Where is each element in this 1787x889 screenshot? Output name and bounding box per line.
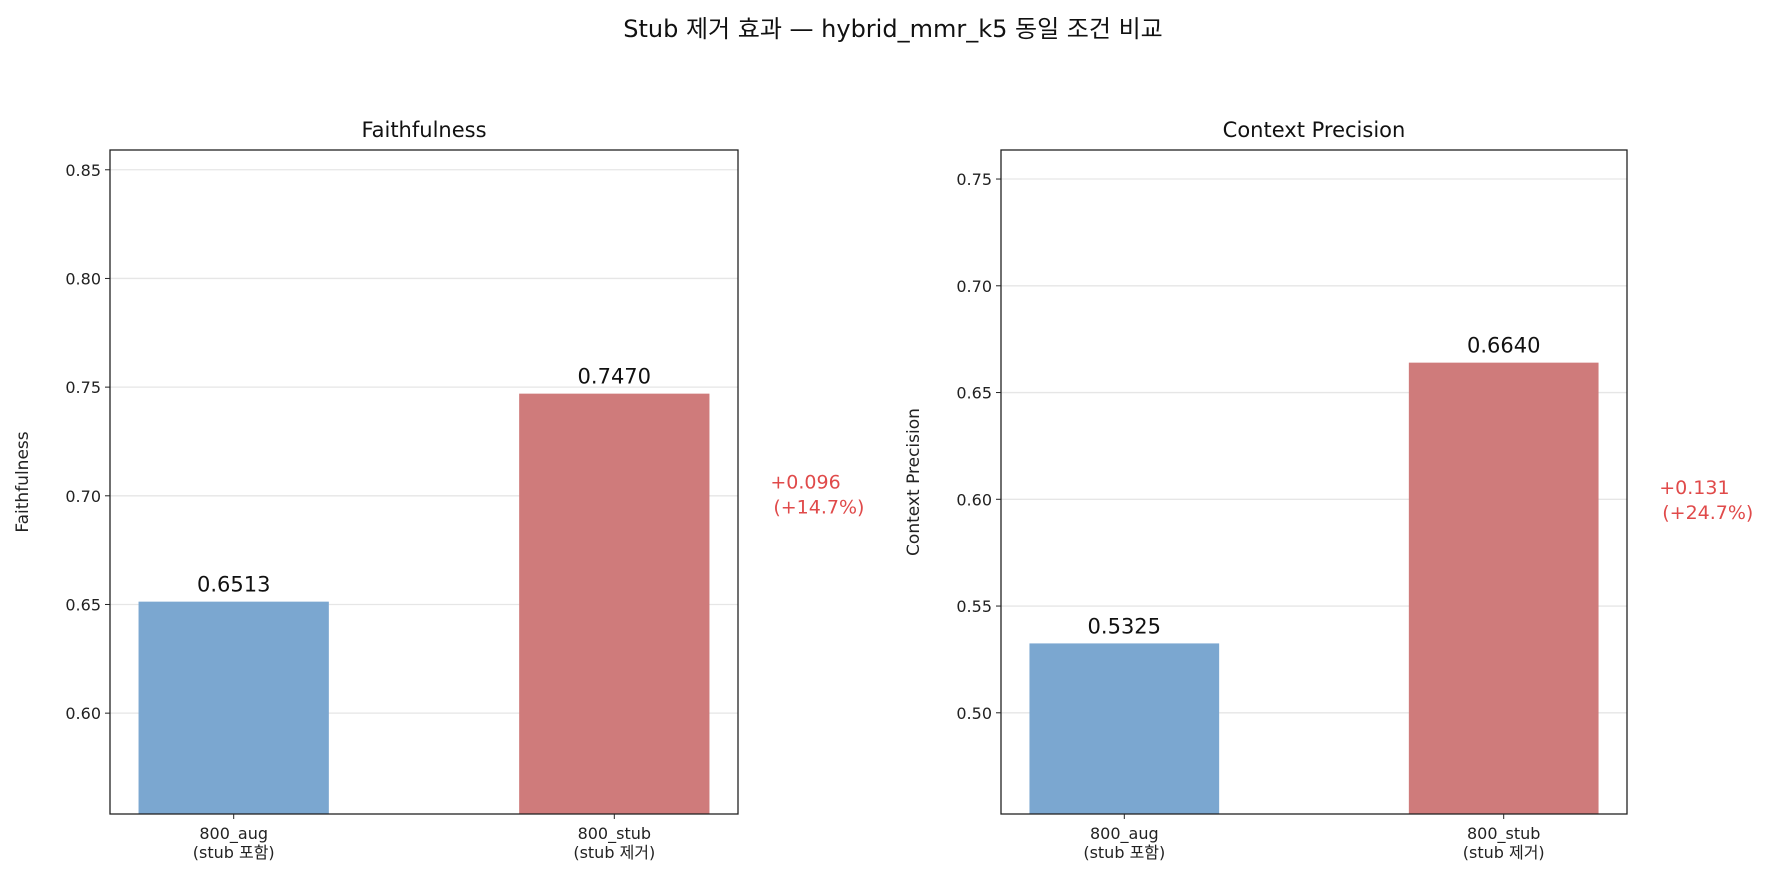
delta-annotation: +0.131 (+24.7%) bbox=[1659, 477, 1753, 524]
x-tick-label: 800_stub (stub 제거) bbox=[1463, 824, 1545, 862]
x-tick-label: 800_stub (stub 제거) bbox=[573, 824, 655, 862]
y-tick-label: 0.60 bbox=[956, 490, 992, 509]
y-tick-label: 0.65 bbox=[956, 384, 992, 403]
y-axis-label: Context Precision bbox=[904, 408, 924, 556]
bar-value-label: 0.7470 bbox=[578, 365, 651, 389]
bar-1 bbox=[1029, 643, 1220, 814]
y-tick-label: 0.80 bbox=[65, 269, 101, 288]
y-tick-label: 0.85 bbox=[65, 161, 101, 180]
y-axis-label: Faithfulness bbox=[13, 431, 33, 532]
y-tick-label: 0.50 bbox=[956, 704, 992, 723]
bar-2 bbox=[1408, 362, 1599, 814]
bar-1 bbox=[138, 601, 329, 814]
bar-value-label: 0.6640 bbox=[1467, 334, 1540, 358]
y-tick-label: 0.55 bbox=[956, 597, 992, 616]
bar-value-label: 0.6513 bbox=[197, 573, 270, 597]
y-tick-label: 0.75 bbox=[956, 170, 992, 189]
x-tick-label: 800_aug (stub 포함) bbox=[1083, 824, 1165, 862]
bar-value-label: 0.5325 bbox=[1088, 614, 1161, 638]
axes-frame bbox=[109, 149, 739, 815]
y-tick-label: 0.75 bbox=[65, 378, 101, 397]
figure-title: Stub 제거 효과 — hybrid_mmr_k5 동일 조건 비교 bbox=[623, 15, 1163, 43]
y-tick-label: 0.65 bbox=[65, 595, 101, 614]
x-tick-label: 800_aug (stub 포함) bbox=[193, 824, 275, 862]
axes-frame bbox=[1000, 149, 1628, 815]
y-tick-label: 0.60 bbox=[65, 704, 101, 723]
subplot-title: Faithfulness bbox=[361, 118, 486, 142]
y-tick-label: 0.70 bbox=[956, 277, 992, 296]
delta-annotation: +0.096 (+14.7%) bbox=[770, 472, 864, 519]
bar-2 bbox=[519, 393, 710, 814]
subplot-2: 0.50 0.55 0.60 0.65 0.70 0.75 0.5325 800_aug (st… bbox=[904, 118, 1753, 862]
subplot-1: 0.60 0.65 0.70 0.75 0.80 0.85 0.6513 800_aug (st… bbox=[13, 118, 864, 862]
y-tick-label: 0.70 bbox=[65, 487, 101, 506]
subplot-title: Context Precision bbox=[1223, 118, 1406, 142]
